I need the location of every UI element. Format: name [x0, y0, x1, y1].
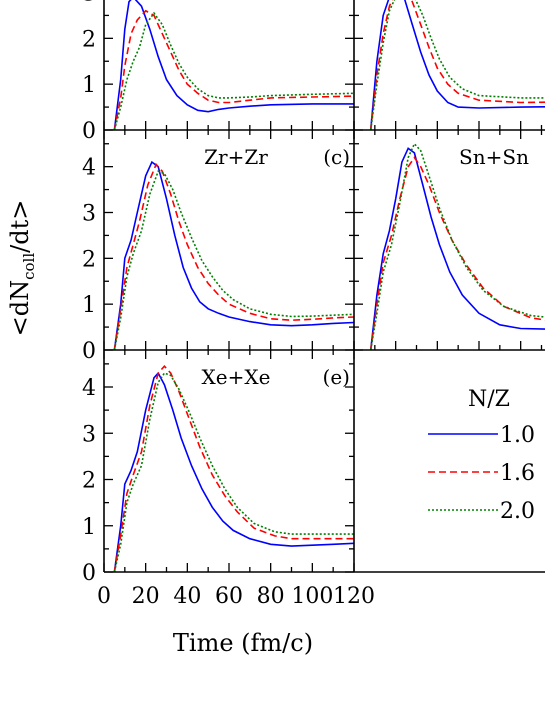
- legend-label-1.6: 1.6: [500, 461, 535, 486]
- y-tick-label: 0: [82, 119, 96, 144]
- ticks-b: [353, 14, 543, 131]
- x-tick-labels: 0 20 40 60 80 100 120: [97, 584, 375, 609]
- y-tick-label: 1: [82, 293, 96, 318]
- legend: N/Z 1.0 1.6 2.0: [428, 387, 535, 524]
- legend-title: N/Z: [468, 387, 510, 412]
- legend-label-1.0: 1.0: [500, 423, 535, 448]
- y-tick-label: 3: [82, 202, 96, 227]
- y-tick-label: 1: [82, 515, 96, 540]
- y-axis-title-main: <dN: [6, 280, 34, 336]
- x-tick-label: 120: [333, 584, 375, 609]
- panel-c: Zr+Zr (c): [113, 145, 354, 350]
- x-tick-label: 80: [257, 584, 285, 609]
- series-line-e-1.0: [113, 371, 354, 572]
- y-tick-label: 3: [82, 422, 96, 447]
- axis-labels-layer: 02040608010012001230123401234: [82, 0, 375, 609]
- series-line-d-1.6: [369, 156, 545, 350]
- y-tick-label: 2: [82, 247, 96, 272]
- series-line-c-2.0: [113, 170, 354, 350]
- y-tick-label: 0: [82, 561, 96, 586]
- y-axis-title: <dNcoll/dt>: [6, 200, 38, 337]
- y-tick-label: 1: [82, 73, 96, 98]
- legend-label-2.0: 2.0: [500, 499, 535, 524]
- series-line-e-2.0: [113, 372, 354, 572]
- panel-a: [113, 0, 354, 130]
- frames-layer: [103, 0, 545, 573]
- y-tick-label: 4: [82, 376, 96, 401]
- panel-d: Sn+Sn: [369, 142, 545, 350]
- y-axis-title-sub: coll: [20, 253, 38, 280]
- panel-label-d: Sn+Sn: [459, 145, 529, 169]
- panel-label-c: Zr+Zr: [204, 145, 268, 169]
- series-line-b-2.0: [369, 0, 545, 130]
- y-tick-label: 4: [82, 156, 96, 181]
- ticks-d: [353, 130, 543, 351]
- panel-tag-e: (e): [323, 365, 350, 389]
- ticks-e: [103, 350, 355, 573]
- series-line-e-1.6: [113, 365, 354, 572]
- series-line-d-2.0: [369, 142, 545, 350]
- series-line-a-2.0: [113, 11, 354, 130]
- panel-b: [369, 0, 545, 130]
- series-line-b-1.6: [369, 0, 545, 130]
- x-tick-label: 20: [132, 584, 160, 609]
- y-axis-title-suffix: /dt>: [6, 200, 34, 253]
- panel-label-e: Xe+Xe: [202, 365, 271, 389]
- x-tick-label: 40: [173, 584, 201, 609]
- series-line-b-1.0: [369, 0, 545, 130]
- panels-layer: Zr+Zr (c) Sn+Sn Xe+Xe (e): [113, 0, 545, 572]
- y-tick-labels: 0 1 2 3 0 1 2 3 4 0 1 2 3 4: [82, 0, 96, 586]
- y-tick-label: 2: [82, 469, 96, 494]
- ticks-a: [103, 14, 355, 131]
- y-tick-label: 2: [82, 27, 96, 52]
- x-tick-label: 0: [97, 584, 111, 609]
- series-line-c-1.6: [113, 162, 354, 350]
- series-line-d-1.0: [369, 147, 545, 350]
- x-tick-label: 100: [291, 584, 333, 609]
- y-tick-label: 3: [82, 0, 96, 7]
- series-line-a-1.0: [113, 0, 354, 130]
- panel-tag-c: (c): [323, 145, 350, 169]
- x-axis-title: Time (fm/c): [173, 629, 313, 657]
- panel-e: Xe+Xe (e): [113, 365, 354, 572]
- x-tick-label: 60: [215, 584, 243, 609]
- series-line-c-1.0: [113, 160, 354, 350]
- panel-frames: [103, 0, 545, 573]
- series-line-a-1.6: [113, 9, 354, 130]
- y-tick-label: 0: [82, 339, 96, 364]
